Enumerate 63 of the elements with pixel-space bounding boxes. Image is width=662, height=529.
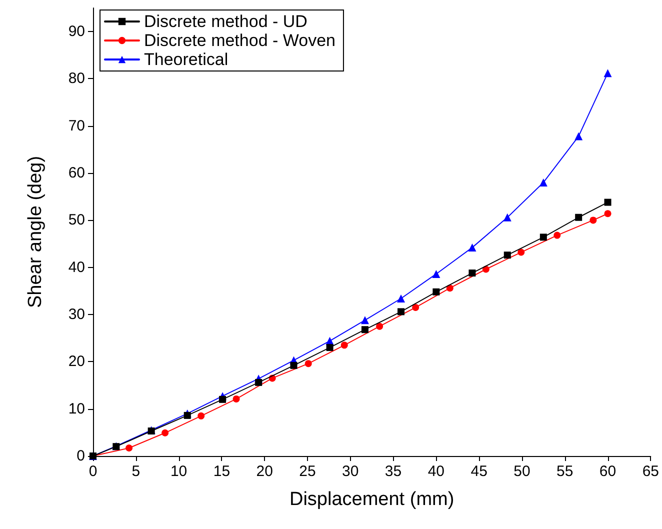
point [198, 412, 205, 420]
point [482, 266, 490, 273]
point [432, 288, 440, 296]
point [397, 294, 405, 302]
point [432, 270, 440, 278]
y-tick-label: 90 [68, 23, 85, 40]
point [412, 304, 420, 311]
point [219, 396, 226, 403]
x-tick-label: 50 [514, 463, 530, 480]
point [468, 244, 476, 252]
point [326, 344, 334, 352]
x-tick-label: 5 [132, 463, 140, 480]
point [360, 316, 369, 324]
x-tick-label: 0 [88, 463, 98, 480]
point [361, 326, 368, 334]
x-tick-label: 55 [556, 463, 574, 480]
point [540, 234, 547, 241]
x-axis-title: Displacement (mm) [289, 489, 454, 510]
legend-label: Discrete method - Woven [144, 31, 336, 50]
point [340, 342, 348, 349]
point [446, 284, 454, 292]
legend-label: Theoretical [144, 50, 228, 69]
y-tick-label: 80 [68, 70, 85, 88]
point [575, 214, 582, 221]
y-axis-title: Shear angle (deg) [25, 156, 46, 308]
point [376, 322, 384, 330]
point [255, 378, 262, 386]
point [468, 270, 476, 277]
point [604, 198, 612, 206]
x-tick-label: 40 [428, 463, 445, 480]
point [554, 232, 561, 239]
legend-label: Discrete method - UD [144, 12, 308, 31]
point [604, 210, 612, 218]
point [518, 248, 525, 256]
point [574, 132, 583, 140]
x-tick-label: 25 [299, 463, 316, 480]
y-tick-label: 40 [68, 258, 85, 276]
point [539, 178, 548, 186]
point [398, 308, 404, 316]
x-tick-label: 20 [256, 463, 273, 480]
point [232, 395, 240, 402]
point [504, 252, 511, 259]
x-tick-label: 30 [342, 463, 359, 480]
y-tick-label: 70 [68, 117, 85, 134]
x-tick-label: 10 [170, 463, 188, 480]
y-tick-label: 60 [68, 164, 85, 182]
point [126, 444, 133, 452]
x-tick-label: 15 [213, 463, 230, 480]
y-tick-label: 30 [68, 306, 85, 324]
point [604, 69, 612, 78]
x-tick-label: 60 [599, 463, 616, 480]
y-tick-label: 10 [68, 400, 85, 418]
point [503, 213, 512, 222]
point [304, 360, 312, 368]
y-tick-label: 20 [68, 353, 85, 370]
x-tick-label: 35 [384, 463, 402, 480]
point [290, 362, 298, 369]
point [590, 216, 597, 224]
x-tick-label: 65 [642, 463, 659, 480]
y-tick-label: 0 [76, 448, 85, 464]
point [162, 429, 169, 436]
x-tick-label: 45 [470, 463, 488, 480]
y-tick-label: 50 [68, 212, 85, 229]
